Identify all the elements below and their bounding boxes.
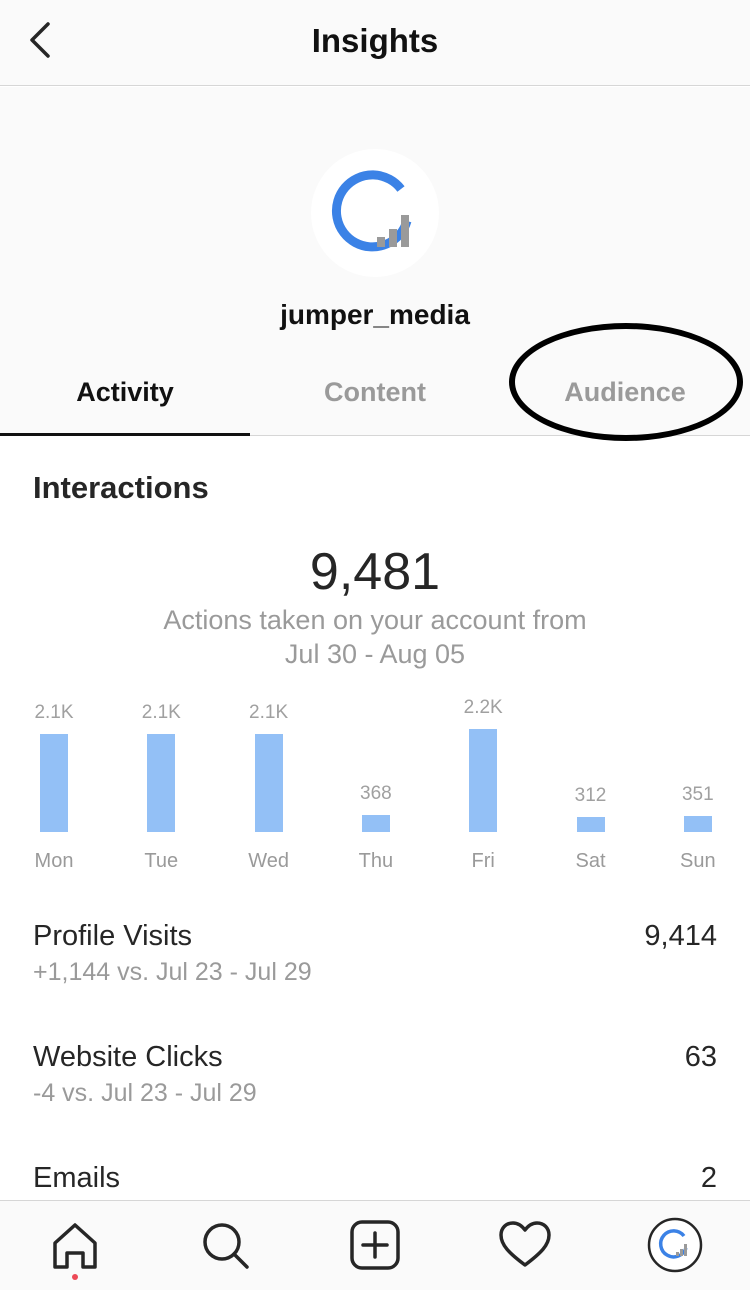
profile-avatar-icon [647,1217,703,1273]
chart-bar-thu [361,814,390,832]
chart-value-label: 351 [681,783,714,805]
nav-search-button[interactable] [197,1217,253,1273]
back-button[interactable] [22,18,62,62]
chart-value-label: 312 [574,785,607,807]
stat-label: Emails [33,1162,121,1194]
chart-category-label: Fri [471,850,495,872]
chevron-left-icon [30,22,50,58]
nav-activity-button[interactable] [497,1217,553,1273]
stat-label: Profile Visits [33,920,193,952]
chart-value-label: 2.1K [34,701,74,723]
insights-tabs: Activity Content Audience [0,362,750,436]
chart-bar-mon [40,733,68,832]
chart-category-label: Wed [248,850,289,872]
nav-home-button[interactable] [47,1217,103,1273]
nav-add-post-button[interactable] [347,1217,403,1273]
chart-value-label: 368 [360,782,392,804]
stat-row-emails[interactable]: Emails 2 [33,1162,717,1200]
interactions-date-range: Jul 30 - Aug 05 [284,639,466,669]
nav-profile-button[interactable] [647,1217,703,1273]
chart-bar-wed [254,733,283,832]
interactions-description: Actions taken on your account from Jul 3… [0,603,750,671]
interactions-total: 9,481 [309,543,441,601]
stat-value: 63 [684,1041,717,1073]
chart-category-label: Thu [358,850,394,872]
chart-value-label: 2.1K [249,701,289,723]
profile-username: jumper_media [280,299,470,330]
chart-bar-tue [147,733,176,832]
top-bar: Insights [0,0,750,86]
active-tab-indicator [0,433,250,436]
interactions-description-line1: Actions taken on your account from [163,605,587,635]
stat-value: 2 [700,1162,717,1194]
stat-row-profile-visits[interactable]: Profile Visits 9,414 +1,144 vs. Jul 23 -… [33,920,717,1010]
search-icon [203,1223,249,1269]
interactions-bar-chart: 2.1K Mon 2.1K Tue 2.1K Wed 368 Thu 2.2K Fri 312 Sat… [0,690,750,880]
chart-category-label: Sat [575,850,606,872]
chart-category-label: Sun [680,850,716,872]
chart-value-label: 2.1K [141,701,181,723]
chart-value-label: 2.2K [463,697,503,718]
tab-content[interactable]: Content [324,377,426,407]
chart-bar-sat [576,817,605,832]
stat-comparison: +1,144 vs. Jul 23 - Jul 29 [33,958,312,986]
chart-bar-fri [469,729,498,832]
page-title: Insights [311,22,439,59]
bottom-nav [0,1200,750,1290]
heart-icon [499,1221,551,1267]
home-notification-dot [72,1274,78,1280]
chart-category-label: Tue [144,850,179,872]
profile-header: jumper_media Activity Content Audience [0,87,750,441]
chart-bar-sun [683,815,712,832]
add-post-icon [350,1220,400,1270]
avatar [311,149,439,277]
insights-logo-icon [331,170,412,252]
chart-category-label: Mon [34,850,74,872]
interactions-title: Interactions [33,470,209,505]
stat-value: 9,414 [644,920,717,952]
home-icon [53,1223,97,1269]
tab-audience[interactable]: Audience [564,377,686,407]
stat-row-website-clicks[interactable]: Website Clicks 63 -4 vs. Jul 23 - Jul 29 [33,1041,717,1131]
stat-label: Website Clicks [33,1041,223,1073]
stat-comparison: -4 vs. Jul 23 - Jul 29 [33,1079,257,1107]
tab-activity[interactable]: Activity [76,377,174,407]
